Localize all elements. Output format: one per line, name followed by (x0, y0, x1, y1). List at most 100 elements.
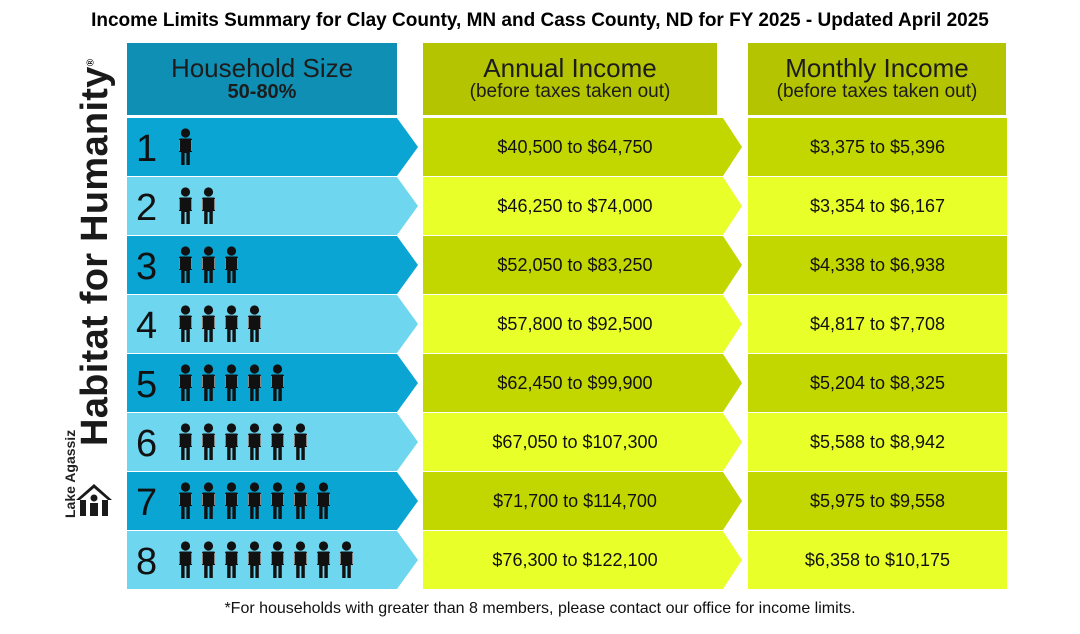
monthly-income-value: $6,358 to $10,175 (804, 549, 951, 570)
household-size-number: 5 (136, 364, 158, 406)
person-icon (269, 541, 286, 579)
annual-income-value: $46,250 to $74,000 (497, 195, 653, 216)
person-icon (246, 305, 263, 343)
monthly-income-cell: $3,354 to $6,167 (748, 177, 1008, 235)
person-icon (200, 305, 217, 343)
header-annual-income: Annual Income (before taxes taken out) (423, 43, 717, 115)
annual-income-cell: $40,500 to $64,750 (423, 118, 743, 176)
habitat-house-icon (76, 484, 112, 516)
household-size-number: 6 (136, 423, 158, 465)
table-row: 6 $67,050 to $107,300 $5,588 to $8,942 (127, 413, 1007, 471)
people-icons (177, 305, 263, 343)
person-icon (223, 246, 240, 284)
person-icon (246, 541, 263, 579)
annual-income-value: $67,050 to $107,300 (492, 431, 658, 452)
table-row: 4 $57,800 to $92,500 $4,817 to $7,708 (127, 295, 1007, 353)
monthly-income-value: $3,375 to $5,396 (809, 136, 946, 157)
person-icon (177, 187, 194, 225)
person-icon (246, 423, 263, 461)
person-icon (177, 305, 194, 343)
household-size-cell: 2 (127, 177, 418, 235)
people-icons (177, 482, 332, 520)
person-icon (177, 364, 194, 402)
person-icon (200, 541, 217, 579)
monthly-income-value: $4,338 to $6,938 (809, 254, 946, 275)
monthly-income-value: $5,588 to $8,942 (809, 431, 946, 452)
page-title: Income Limits Summary for Clay County, M… (91, 10, 989, 31)
household-size-cell: 4 (127, 295, 418, 353)
person-icon (246, 364, 263, 402)
table-row: 7 $71,700 to $114,700 $5,975 to $9,558 (127, 472, 1007, 530)
monthly-income-value: $3,354 to $6,167 (809, 195, 946, 216)
person-icon (200, 246, 217, 284)
people-icons (177, 364, 286, 402)
monthly-income-cell: $6,358 to $10,175 (748, 531, 1008, 589)
annual-income-cell: $57,800 to $92,500 (423, 295, 743, 353)
person-icon (292, 482, 309, 520)
logo-name: Habitat for Humanity® (74, 58, 116, 446)
people-icons (177, 246, 240, 284)
monthly-income-cell: $3,375 to $5,396 (748, 118, 1008, 176)
annual-income-value: $40,500 to $64,750 (497, 136, 653, 157)
table-row: 1 $40,500 to $64,750 $3,375 to $5,396 (127, 118, 1007, 176)
annual-income-value: $57,800 to $92,500 (497, 313, 653, 334)
monthly-income-value: $4,817 to $7,708 (809, 313, 946, 334)
person-icon (177, 541, 194, 579)
annual-income-cell: $71,700 to $114,700 (423, 472, 743, 530)
person-icon (269, 364, 286, 402)
person-icon (269, 482, 286, 520)
person-icon (177, 246, 194, 284)
annual-income-value: $76,300 to $122,100 (492, 549, 658, 570)
annual-income-value: $62,450 to $99,900 (497, 372, 653, 393)
annual-income-cell: $76,300 to $122,100 (423, 531, 743, 589)
people-icons (177, 423, 309, 461)
table-row: 8 $76,300 to $122,100 $6,358 to $10,175 (127, 531, 1007, 589)
person-icon (315, 541, 332, 579)
household-size-number: 2 (136, 187, 158, 229)
household-size-cell: 5 (127, 354, 418, 412)
person-icon (292, 541, 309, 579)
people-icons (177, 128, 194, 166)
person-icon (223, 364, 240, 402)
annual-income-cell: $62,450 to $99,900 (423, 354, 743, 412)
household-size-number: 4 (136, 305, 158, 347)
annual-income-cell: $46,250 to $74,000 (423, 177, 743, 235)
household-size-number: 1 (136, 128, 158, 170)
monthly-income-cell: $5,204 to $8,325 (748, 354, 1008, 412)
household-size-cell: 3 (127, 236, 418, 294)
person-icon (177, 482, 194, 520)
person-icon (223, 541, 240, 579)
people-icons (177, 541, 355, 579)
household-size-number: 3 (136, 246, 158, 288)
person-icon (223, 305, 240, 343)
table-row: 2 $46,250 to $74,000 $3,354 to $6,167 (127, 177, 1007, 235)
person-icon (315, 482, 332, 520)
monthly-income-value: $5,975 to $9,558 (809, 490, 946, 511)
annual-income-value: $52,050 to $83,250 (497, 254, 653, 275)
annual-income-value: $71,700 to $114,700 (493, 490, 657, 511)
annual-income-cell: $67,050 to $107,300 (423, 413, 743, 471)
household-size-cell: 6 (127, 413, 418, 471)
person-icon (223, 423, 240, 461)
person-icon (200, 364, 217, 402)
annual-income-cell: $52,050 to $83,250 (423, 236, 743, 294)
people-icons (177, 187, 217, 225)
person-icon (200, 187, 217, 225)
household-size-cell: 1 (127, 118, 418, 176)
table-row: 3 $52,050 to $83,250 $4,338 to $6,938 (127, 236, 1007, 294)
household-size-cell: 7 (127, 472, 418, 530)
header-monthly-income: Monthly Income (before taxes taken out) (748, 43, 1006, 115)
header-household-size: Household Size 50-80% (127, 43, 397, 115)
footnote: *For households with greater than 8 memb… (224, 600, 856, 617)
monthly-income-value: $5,204 to $8,325 (809, 372, 946, 393)
person-icon (246, 482, 263, 520)
person-icon (177, 423, 194, 461)
person-icon (269, 423, 286, 461)
household-size-cell: 8 (127, 531, 418, 589)
person-icon (292, 423, 309, 461)
person-icon (200, 423, 217, 461)
household-size-number: 8 (136, 541, 158, 583)
monthly-income-cell: $5,588 to $8,942 (748, 413, 1008, 471)
table-row: 5 $62,450 to $99,900 $5,204 to $8,325 (127, 354, 1007, 412)
person-icon (338, 541, 355, 579)
